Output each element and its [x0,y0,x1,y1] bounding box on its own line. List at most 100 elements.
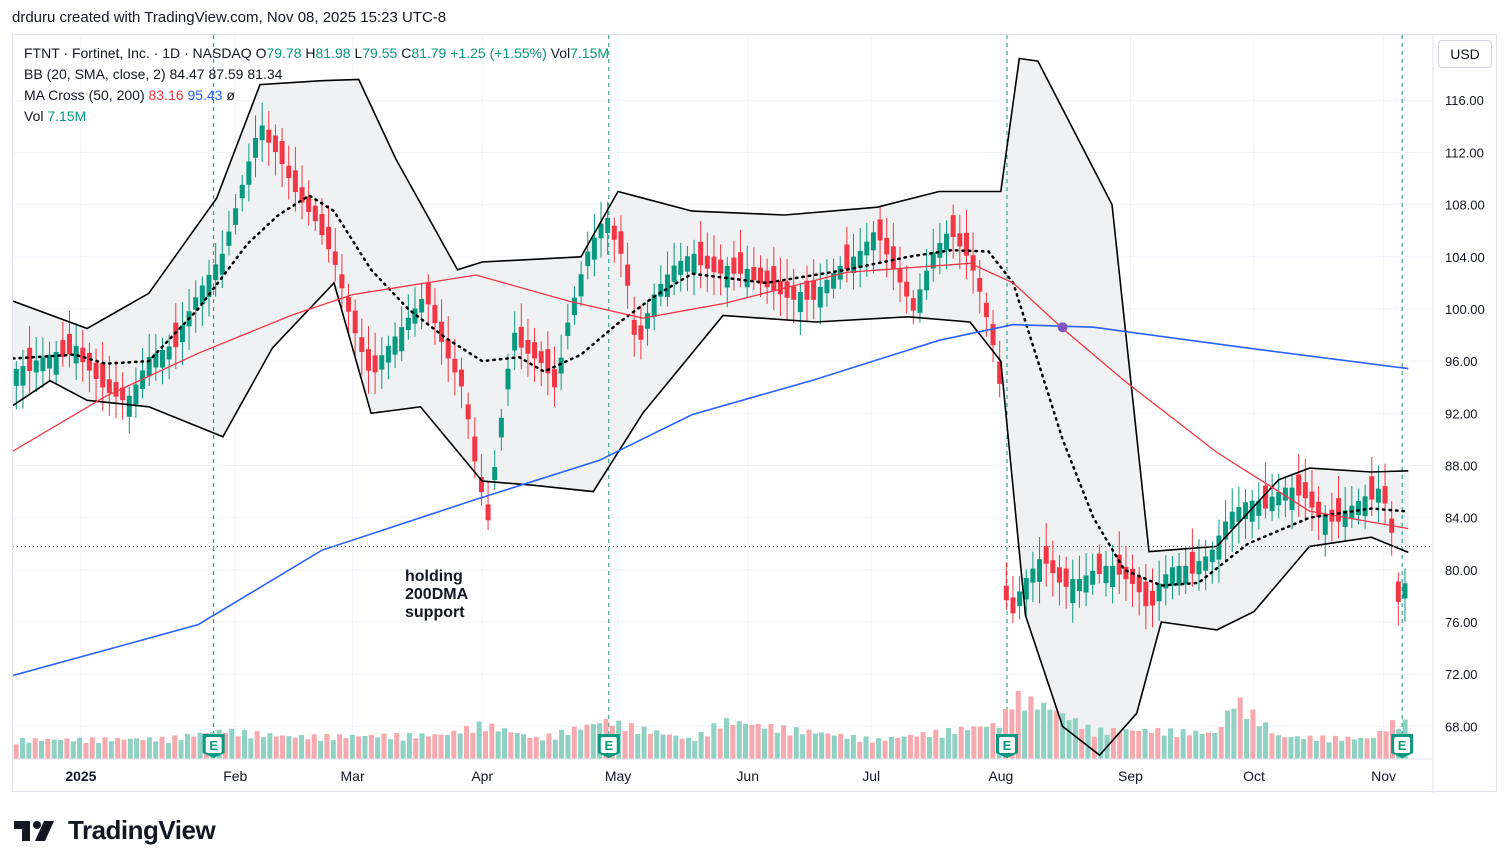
currency-button[interactable]: USD [1438,40,1492,68]
volume-bar [127,738,133,759]
volume-bar [1079,729,1085,759]
candle-body [1023,577,1029,600]
candle-body [651,294,657,317]
legend-vol-row[interactable]: Vol 7.15M [24,107,86,125]
y-tick-label: 100.00 [1445,302,1485,317]
volume-bar [831,735,837,759]
volume-bar [286,736,292,759]
volume-bar [717,728,723,759]
volume-bar [952,734,958,759]
candle-body [1296,474,1302,496]
volume-bar [654,730,660,759]
bollinger-band-fill [13,58,1409,756]
candle-body [704,255,710,269]
candle-body [751,266,757,281]
volume-bar [939,737,945,759]
volume-bar [888,737,894,759]
volume-bar [349,734,355,759]
legend-ma-row[interactable]: MA Cross (50, 200) 83.16 95.43 ø [24,86,235,104]
candle-body [910,298,916,311]
volume-bar [387,739,393,759]
candle-body [1090,570,1096,585]
x-tick-label: Mar [341,768,365,784]
candle-body [266,129,272,143]
volume-bar [1022,710,1028,759]
volume-bar [724,718,730,759]
y-tick-label: 88.00 [1445,458,1478,473]
candle-body [33,360,39,373]
volume-bar [1053,710,1059,759]
volume-bar [711,723,717,759]
tradingview-logo[interactable]: TradingView [14,815,216,846]
tradingview-logo-icon [14,820,54,841]
volume-bar [1370,737,1376,759]
candle-body [1063,568,1069,587]
candle-body [1130,568,1136,584]
candle-body [917,289,923,313]
candle-body [870,232,876,251]
volume-bar [1282,737,1288,759]
candle-body [1056,567,1062,583]
volume-bar [165,742,171,759]
price-chart[interactable]: 68.00 72.00 76.00 80.00 84.00 88.00 92.00 96.00… [13,35,1498,793]
volume-bar [483,731,489,759]
volume-bar [1294,736,1300,759]
volume-bar [438,734,444,759]
candle-body [1216,535,1222,560]
candle-body [1302,482,1308,499]
candle-body [47,354,53,369]
candle-body [13,368,19,386]
volume-bar [96,743,102,759]
volume-bar [666,734,672,759]
candle-body [292,170,298,193]
legend-bb-row[interactable]: BB (20, SMA, close, 2) 84.47 87.59 81.34 [24,65,282,83]
candle-body [631,319,637,335]
candle-body [771,266,777,291]
y-tick-label: 108.00 [1445,198,1485,213]
candle-body [73,345,79,364]
volume-bar [1358,737,1364,759]
y-tick-label: 92.00 [1445,406,1478,421]
ma-cross-point[interactable] [1057,322,1068,333]
x-tick-label: Jul [862,768,880,784]
candle-body [166,346,172,360]
volume-bar [1041,702,1047,759]
candle-body [977,278,983,292]
volume-bar [470,732,476,759]
candle-body [718,259,724,274]
volume-bar [825,733,831,759]
volume-bar [261,737,267,759]
volume-bar [172,735,178,759]
bb-value-2: 87.59 [208,66,244,82]
candle-body [1123,566,1129,580]
candle-body [126,395,132,417]
low-value: 79.55 [362,45,398,61]
volume-bar [254,731,260,759]
y-tick-label: 116.00 [1445,93,1484,108]
earnings-marker-label: E [209,738,218,753]
ma200-line [13,323,1409,677]
volume-bar [413,738,419,759]
symbol-label[interactable]: FTNT · Fortinet, Inc. · 1D · NASDAQ [24,45,252,61]
candle-body [1342,510,1348,527]
candle-body [332,251,338,265]
change-value: +1.25 (+1.55%) [450,45,547,61]
volume-bar [102,737,108,759]
bb-value-1: 84.47 [169,66,205,82]
bb-label: BB (20, SMA, close, 2) [24,66,166,82]
chart-annotation: holding 200DMA support [405,568,468,622]
volume-bar [984,726,990,759]
volume-bar [977,726,983,759]
candle-body [346,297,352,312]
candle-body [1010,597,1016,614]
candle-body [897,268,903,283]
volume-bar [920,732,926,759]
volume-bar [1345,736,1351,759]
y-tick-label: 84.00 [1445,511,1478,526]
chart-frame[interactable]: 68.00 72.00 76.00 80.00 84.00 88.00 92.00 96.00… [12,34,1498,793]
candle-body [326,226,332,250]
volume-bar [381,733,387,759]
candle-body [1037,559,1043,582]
volume-bar [1034,709,1040,759]
volume-bar [115,737,121,759]
